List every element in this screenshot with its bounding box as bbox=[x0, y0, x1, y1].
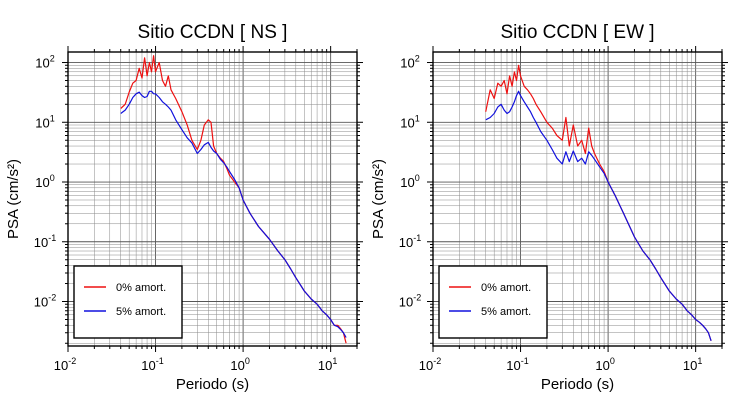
series-group bbox=[485, 64, 712, 341]
chart-title: Sitio CCDN [ EW ] bbox=[500, 22, 654, 43]
legend-label: 5% amort. bbox=[116, 306, 166, 318]
legend-box bbox=[73, 265, 183, 339]
x-tick-label: 101 bbox=[683, 356, 702, 373]
series-group bbox=[120, 55, 347, 344]
legend-box bbox=[438, 265, 548, 339]
legend: 0% amort. 5% amort. bbox=[438, 265, 548, 339]
legend-label: 0% amort. bbox=[481, 282, 531, 294]
y-tick-label: 10-2 bbox=[399, 293, 421, 310]
y-tick-label: 10-1 bbox=[34, 233, 56, 250]
grid-lines bbox=[68, 52, 357, 346]
y-axis-label: PSA (cm/s²) bbox=[370, 159, 387, 239]
chart-title: Sitio CCDN [ NS ] bbox=[138, 22, 288, 43]
y-tick-label: 10-2 bbox=[34, 293, 56, 310]
x-tick-label: 101 bbox=[318, 356, 337, 373]
y-tick-label: 102 bbox=[400, 54, 419, 71]
x-axis-label: Periodo (s) bbox=[176, 376, 249, 393]
y-tick-label: 101 bbox=[400, 113, 419, 130]
plot-frame bbox=[432, 51, 723, 347]
chart-panel-1: 10-2 10-1 100 101 10-2 10-1 100 101 102 Sitio CCD… bbox=[5, 22, 363, 393]
x-tick-label: 100 bbox=[230, 356, 249, 373]
y-tick-label: 102 bbox=[35, 54, 54, 71]
y-tick-label: 100 bbox=[400, 173, 419, 190]
series-line-damped bbox=[120, 90, 347, 338]
y-tick-label: 10-1 bbox=[399, 233, 421, 250]
x-tick-label: 100 bbox=[595, 356, 614, 373]
grid-lines bbox=[433, 52, 722, 346]
x-tick-label: 10-1 bbox=[506, 356, 528, 373]
x-tick-label: 10-2 bbox=[419, 356, 441, 373]
series-line-damped bbox=[485, 90, 712, 341]
legend-label: 5% amort. bbox=[481, 306, 531, 318]
y-axis-label: PSA (cm/s²) bbox=[5, 159, 22, 239]
legend-label: 0% amort. bbox=[116, 282, 166, 294]
chart-panel-2: 10-2 10-1 100 101 10-2 10-1 100 101 102 Sitio CCD… bbox=[370, 22, 728, 393]
x-tick-label: 10-2 bbox=[54, 356, 76, 373]
y-tick-label: 100 bbox=[35, 173, 54, 190]
x-axis-label: Periodo (s) bbox=[541, 376, 614, 393]
x-tick-label: 10-1 bbox=[141, 356, 163, 373]
y-tick-label: 101 bbox=[35, 113, 54, 130]
plot-frame bbox=[67, 51, 358, 347]
legend: 0% amort. 5% amort. bbox=[73, 265, 183, 339]
